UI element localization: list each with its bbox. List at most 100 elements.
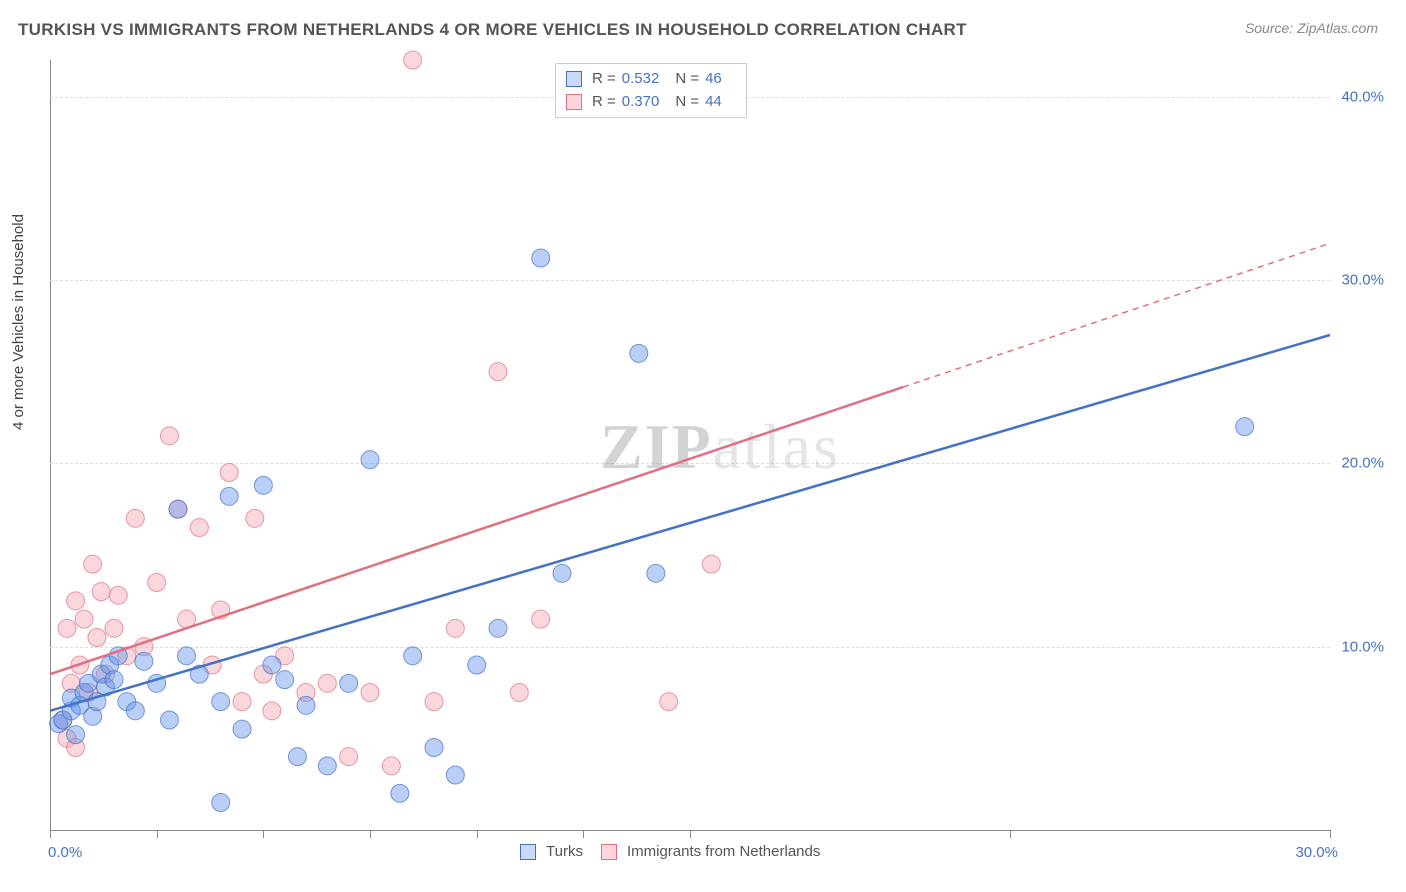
stats-box: R = 0.532 N = 46 R = 0.370 N = 44: [555, 63, 747, 118]
stats-row-netherlands: R = 0.370 N = 44: [566, 91, 732, 114]
data-point: [361, 451, 379, 469]
y-axis-label: 4 or more Vehicles in Household: [10, 214, 27, 430]
stats-row-turks: R = 0.532 N = 46: [566, 68, 732, 91]
legend-label-turks: Turks: [546, 843, 583, 860]
bottom-legend: Turks Immigrants from Netherlands: [520, 843, 820, 860]
data-point: [553, 564, 571, 582]
chart-title: TURKISH VS IMMIGRANTS FROM NETHERLANDS 4…: [18, 20, 967, 40]
trend-line: [50, 335, 1330, 711]
legend-label-netherlands: Immigrants from Netherlands: [627, 843, 820, 860]
n-label: N =: [675, 91, 699, 114]
x-tick: [1330, 830, 1331, 838]
data-point: [84, 555, 102, 573]
r-value-turks: 0.532: [622, 68, 660, 91]
legend-item-netherlands: Immigrants from Netherlands: [601, 843, 820, 860]
data-point: [254, 476, 272, 494]
data-point: [510, 684, 528, 702]
data-point: [220, 464, 238, 482]
swatch-pink-icon: [566, 94, 582, 110]
x-tick: [50, 830, 51, 838]
x-tick-30: 30.0%: [1295, 844, 1338, 861]
data-point: [58, 619, 76, 637]
data-point: [178, 647, 196, 665]
source-label: Source: ZipAtlas.com: [1245, 20, 1378, 36]
data-point: [126, 702, 144, 720]
data-point: [220, 487, 238, 505]
data-point: [233, 693, 251, 711]
n-value-turks: 46: [705, 68, 722, 91]
data-point: [276, 671, 294, 689]
trend-line-diashed: [903, 243, 1330, 387]
swatch-blue-icon: [520, 844, 536, 860]
data-point: [340, 674, 358, 692]
data-point: [75, 610, 93, 628]
data-point: [160, 427, 178, 445]
data-point: [1236, 418, 1254, 436]
x-tick: [263, 830, 264, 838]
data-point: [532, 249, 550, 267]
x-tick: [370, 830, 371, 838]
data-point: [288, 748, 306, 766]
data-point: [391, 784, 409, 802]
data-point: [105, 619, 123, 637]
legend-item-turks: Turks: [520, 843, 583, 860]
data-point: [318, 757, 336, 775]
swatch-pink-icon: [601, 844, 617, 860]
data-point: [532, 610, 550, 628]
r-label: R =: [592, 91, 616, 114]
data-point: [297, 696, 315, 714]
data-point: [246, 509, 264, 527]
data-point: [340, 748, 358, 766]
data-point: [446, 619, 464, 637]
data-point: [263, 656, 281, 674]
trend-line: [50, 387, 903, 674]
r-value-netherlands: 0.370: [622, 91, 660, 114]
y-tick-20: 20.0%: [1341, 455, 1384, 472]
data-point: [630, 344, 648, 362]
data-point: [263, 702, 281, 720]
data-point: [126, 509, 144, 527]
data-point: [233, 720, 251, 738]
data-point: [135, 652, 153, 670]
data-point: [169, 500, 187, 518]
data-point: [489, 363, 507, 381]
x-tick: [1010, 830, 1011, 838]
data-point: [468, 656, 486, 674]
data-point: [446, 766, 464, 784]
x-tick: [477, 830, 478, 838]
data-point: [361, 684, 379, 702]
data-point: [318, 674, 336, 692]
y-tick-10: 10.0%: [1341, 638, 1384, 655]
y-tick-40: 40.0%: [1341, 88, 1384, 105]
data-point: [404, 647, 422, 665]
data-point: [190, 519, 208, 537]
data-point: [212, 794, 230, 812]
data-point: [489, 619, 507, 637]
data-point: [382, 757, 400, 775]
x-tick: [157, 830, 158, 838]
data-point: [660, 693, 678, 711]
data-point: [425, 693, 443, 711]
swatch-blue-icon: [566, 71, 582, 87]
x-tick-0: 0.0%: [48, 844, 82, 861]
y-tick-30: 30.0%: [1341, 272, 1384, 289]
n-label: N =: [675, 68, 699, 91]
data-point: [425, 739, 443, 757]
data-point: [212, 693, 230, 711]
data-point: [67, 592, 85, 610]
data-point: [88, 629, 106, 647]
data-point: [160, 711, 178, 729]
x-tick: [583, 830, 584, 838]
r-label: R =: [592, 68, 616, 91]
x-tick: [690, 830, 691, 838]
data-point: [404, 51, 422, 69]
data-point: [148, 574, 166, 592]
data-point: [109, 586, 127, 604]
data-point: [647, 564, 665, 582]
data-point: [105, 671, 123, 689]
data-point: [702, 555, 720, 573]
data-point: [92, 583, 110, 601]
scatter-plot: [50, 60, 1330, 830]
n-value-netherlands: 44: [705, 91, 722, 114]
data-point: [67, 726, 85, 744]
